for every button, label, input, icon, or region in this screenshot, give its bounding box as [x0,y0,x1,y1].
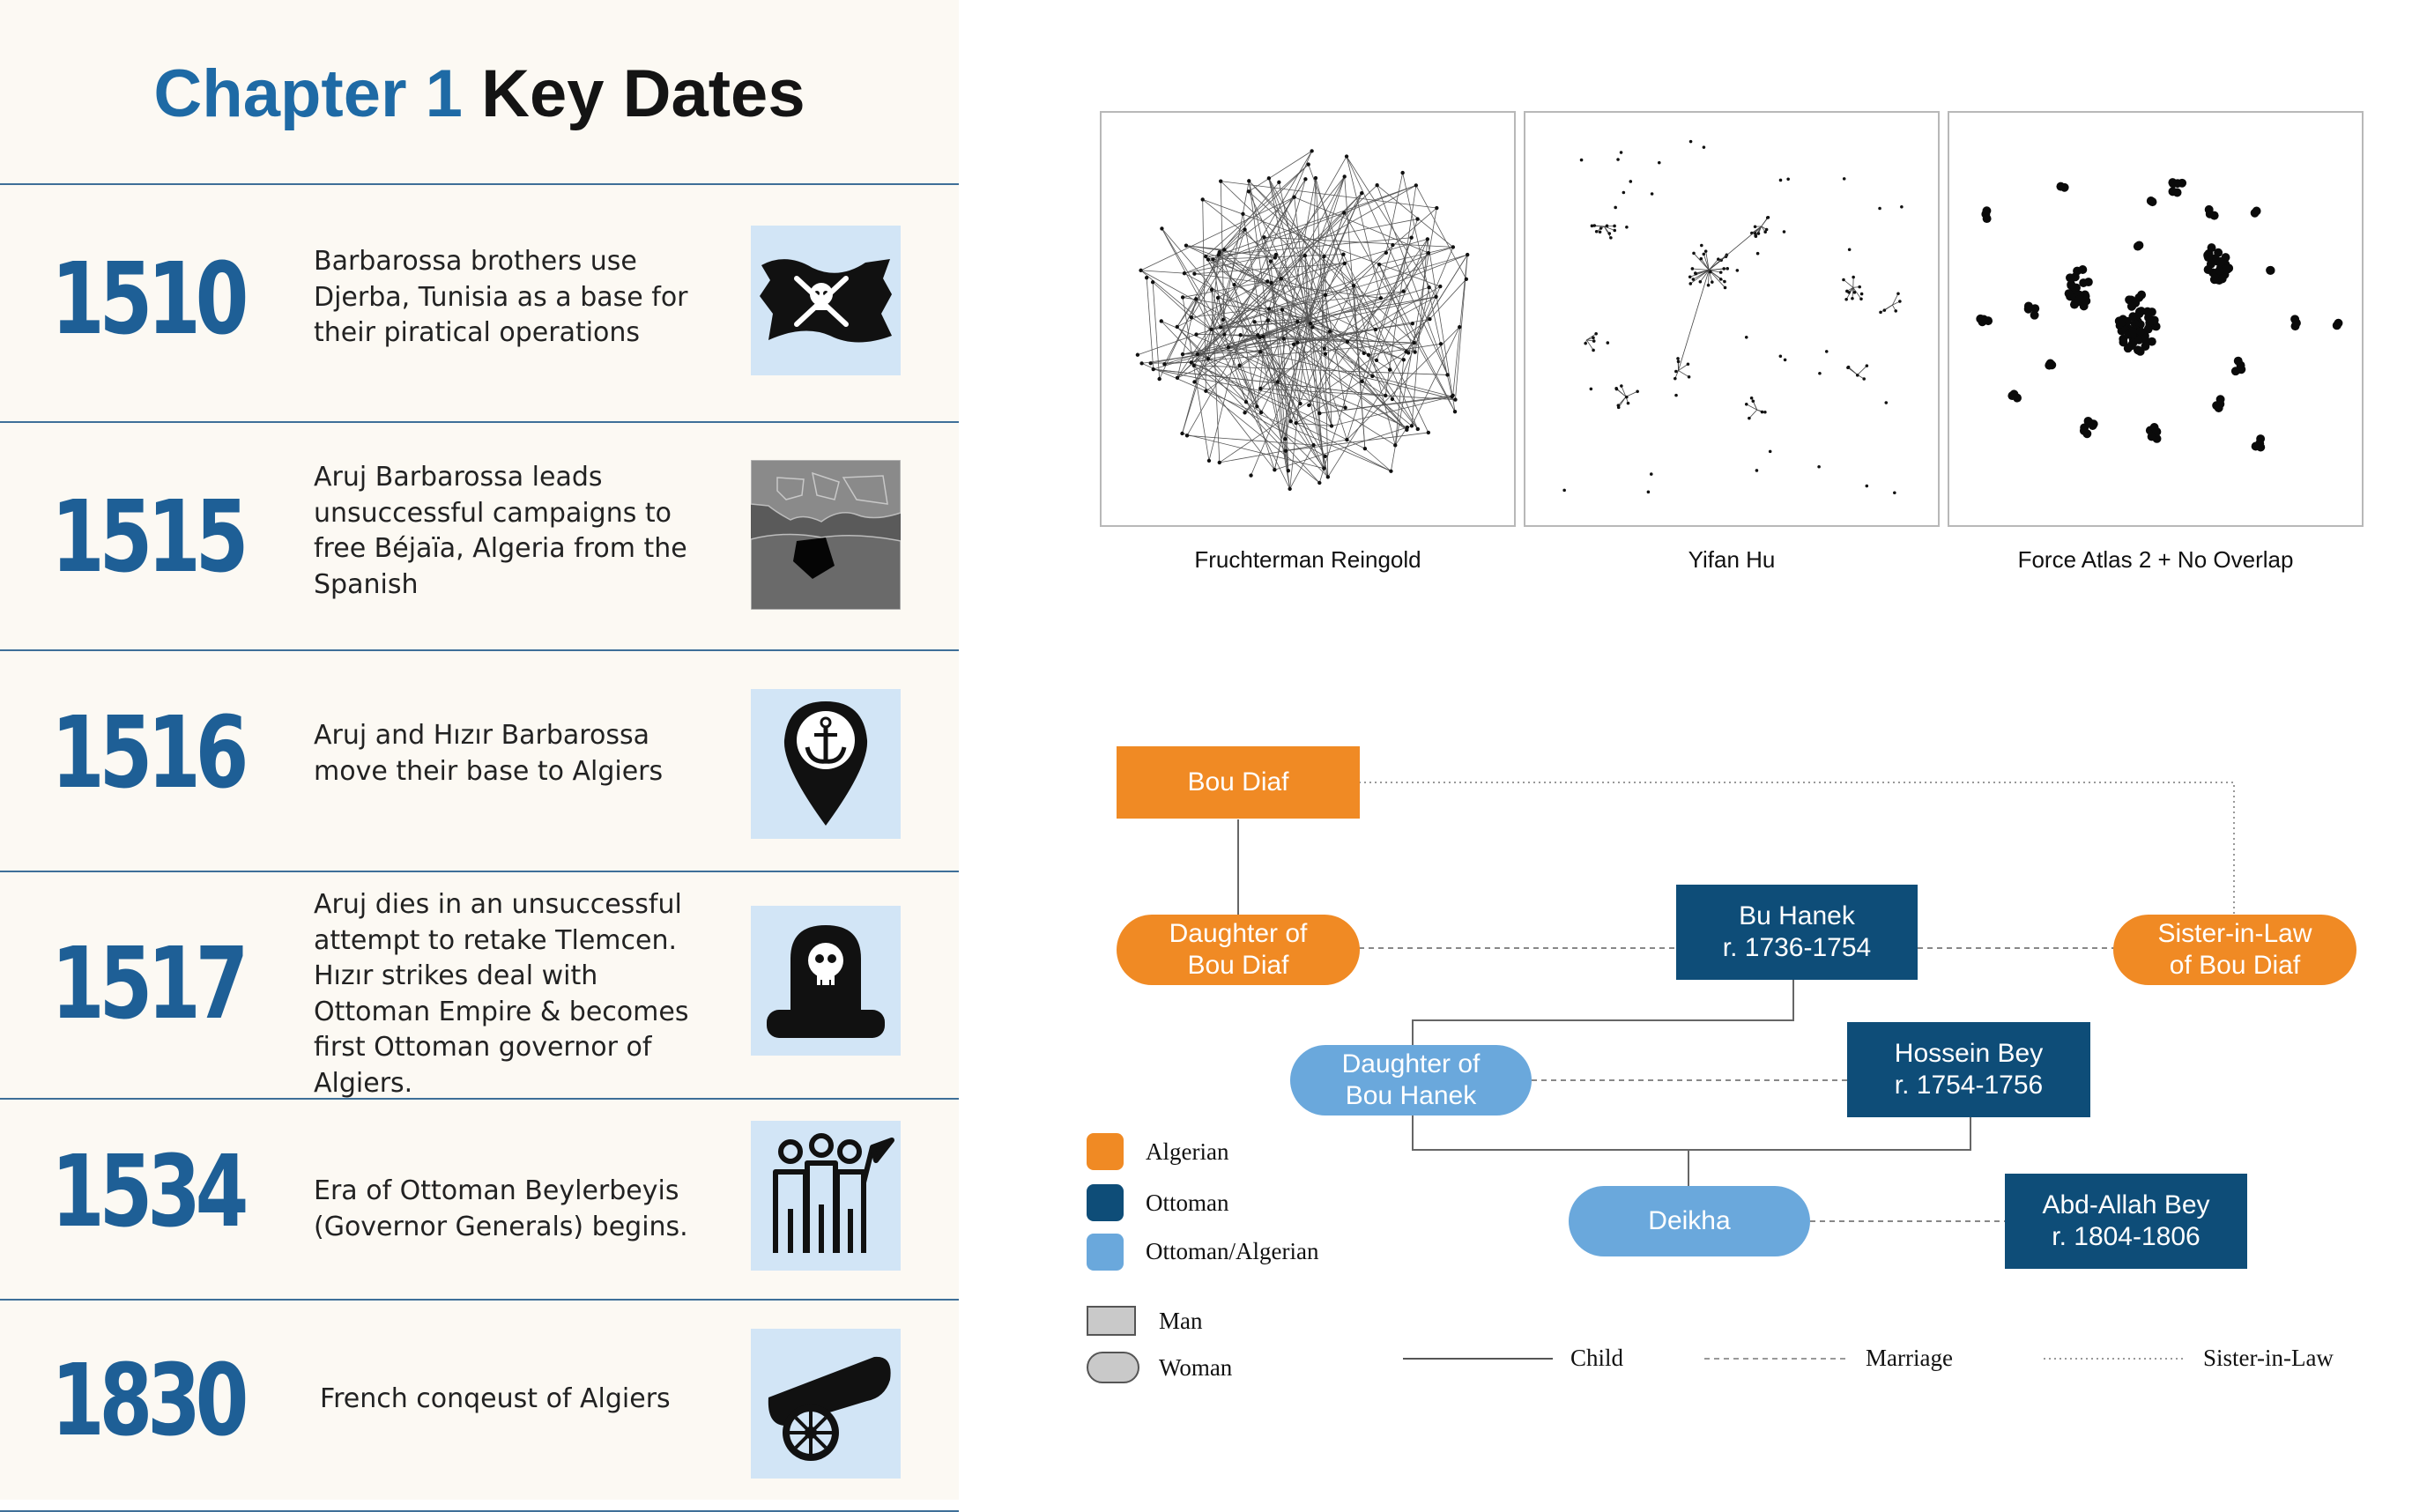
legend-label: Marriage [1866,1345,1953,1372]
legend-line-marriage [1703,1348,1852,1366]
legend-label: Ottoman [1146,1190,1229,1217]
node-bou-diaf: Bou Diaf [1117,746,1360,819]
node-hossein-bey: Hossein Bey r. 1754-1756 [1847,1022,2090,1117]
node-daughter-of-bou-diaf: Daughter of Bou Diaf [1117,915,1360,985]
legend-label: Ottoman/Algerian [1146,1238,1318,1265]
legend-label: Child [1570,1345,1623,1372]
legend-label: Woman [1159,1354,1232,1382]
node-daughter-of-bou-hanek: Daughter of Bou Hanek [1290,1045,1532,1115]
node-abd-allah-bey: Abd-Allah Bey r. 1804-1806 [2005,1174,2247,1269]
legend-swatch-ottoman-algerian [1087,1234,1124,1271]
legend-label: Algerian [1146,1138,1228,1166]
child-edge [1413,1115,1970,1150]
node-deikha: Deikha [1569,1186,1810,1256]
legend-swatch-algerian [1087,1133,1124,1170]
legend-shape-woman [1087,1352,1139,1383]
legend-line-sister-in-law [2042,1348,2192,1366]
legend-swatch-ottoman [1087,1184,1124,1221]
node-sister-in-law-of-bou-diaf: Sister-in-Law of Bou Diaf [2113,915,2356,985]
legend-shape-man [1087,1306,1136,1336]
node-bu-hanek: Bu Hanek r. 1736-1754 [1676,885,1918,980]
legend-label: Sister-in-Law [2203,1345,2334,1372]
legend-label: Man [1159,1308,1203,1335]
legend-line-child [1401,1348,1560,1366]
child-edge [1413,980,1793,1049]
